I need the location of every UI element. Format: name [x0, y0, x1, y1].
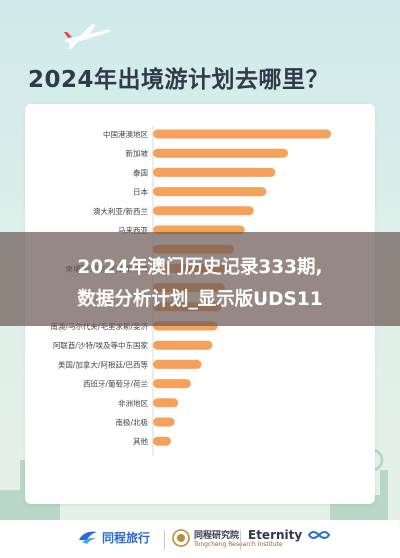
- logo-tongcheng-text: 同程旅行: [102, 530, 151, 545]
- bar: [153, 379, 191, 389]
- bar: [153, 167, 276, 177]
- category-label: 泰国: [133, 167, 148, 177]
- banner-line-2: 数据分析计划_显示版UDS11: [77, 289, 323, 310]
- bar: [153, 206, 254, 216]
- category-label: 澳大利亚/新西兰: [93, 206, 149, 216]
- bar: [153, 340, 213, 350]
- category-label: 新加坡: [126, 148, 149, 158]
- category-label: 其他: [133, 436, 148, 446]
- eternity-icon: [308, 531, 331, 539]
- tongcheng-icon: [79, 531, 97, 544]
- category-label: 美国/加拿大/阿根廷/巴西等: [58, 359, 149, 369]
- footer-divider: [164, 530, 165, 550]
- footer-divider: [240, 530, 241, 550]
- category-label: 南极/北极: [115, 417, 148, 427]
- footer: [0, 520, 400, 558]
- bar: [153, 436, 171, 446]
- bar: [153, 359, 202, 369]
- research-seal-icon: [172, 529, 190, 547]
- category-label: 西班牙/葡萄牙/荷兰: [83, 379, 149, 389]
- bar: [153, 417, 175, 427]
- logo-eternity-text: Eternity: [248, 528, 303, 542]
- logo-research: 同程研究院 Tongcheng Research Institute: [172, 528, 283, 548]
- category-label: 马来西亚: [118, 226, 148, 235]
- bar: [153, 398, 179, 408]
- airplane-icon: [64, 24, 111, 49]
- bar: [153, 129, 332, 139]
- banner-line-1: 2024年澳门历史记录333期,: [77, 257, 323, 278]
- category-label: 中国港澳地区: [103, 129, 148, 139]
- logo-research-sub: Tongcheng Research Institute: [194, 541, 283, 548]
- category-label: 日本: [133, 187, 148, 197]
- overlay-banner: [0, 232, 400, 326]
- category-label: 非洲地区: [118, 398, 148, 408]
- bar: [153, 148, 288, 158]
- logo-tongcheng: 同程旅行: [78, 528, 150, 546]
- logo-eternity: Eternity: [248, 528, 332, 542]
- logo-research-text: 同程研究院: [194, 531, 240, 541]
- bar: [153, 187, 267, 197]
- chart-title: 2024年出境游计划去哪里？: [28, 67, 330, 93]
- category-label: 南澳/马尔代夫/毛里求斯/斐济: [50, 321, 148, 331]
- category-label: 阿联酋/沙特/埃及等中东国家: [53, 340, 149, 350]
